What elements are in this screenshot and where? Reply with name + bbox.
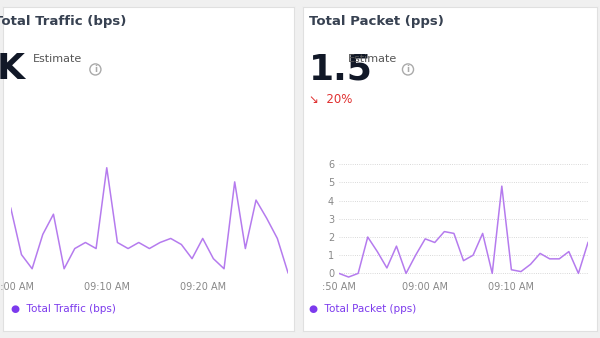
Text: Estimate: Estimate	[33, 54, 82, 64]
Text: Estimate: Estimate	[348, 54, 397, 64]
Text: K: K	[0, 52, 25, 87]
Text: ●  Total Packet (pps): ● Total Packet (pps)	[309, 304, 416, 314]
Text: i: i	[94, 65, 97, 74]
Text: ●  Total Traffic (bps): ● Total Traffic (bps)	[11, 304, 116, 314]
Text: 1.5: 1.5	[309, 52, 373, 87]
Text: ↘  20%: ↘ 20%	[309, 93, 352, 106]
Text: i: i	[407, 65, 409, 74]
Text: Total Traffic (bps): Total Traffic (bps)	[0, 15, 127, 28]
Text: Total Packet (pps): Total Packet (pps)	[309, 15, 444, 28]
